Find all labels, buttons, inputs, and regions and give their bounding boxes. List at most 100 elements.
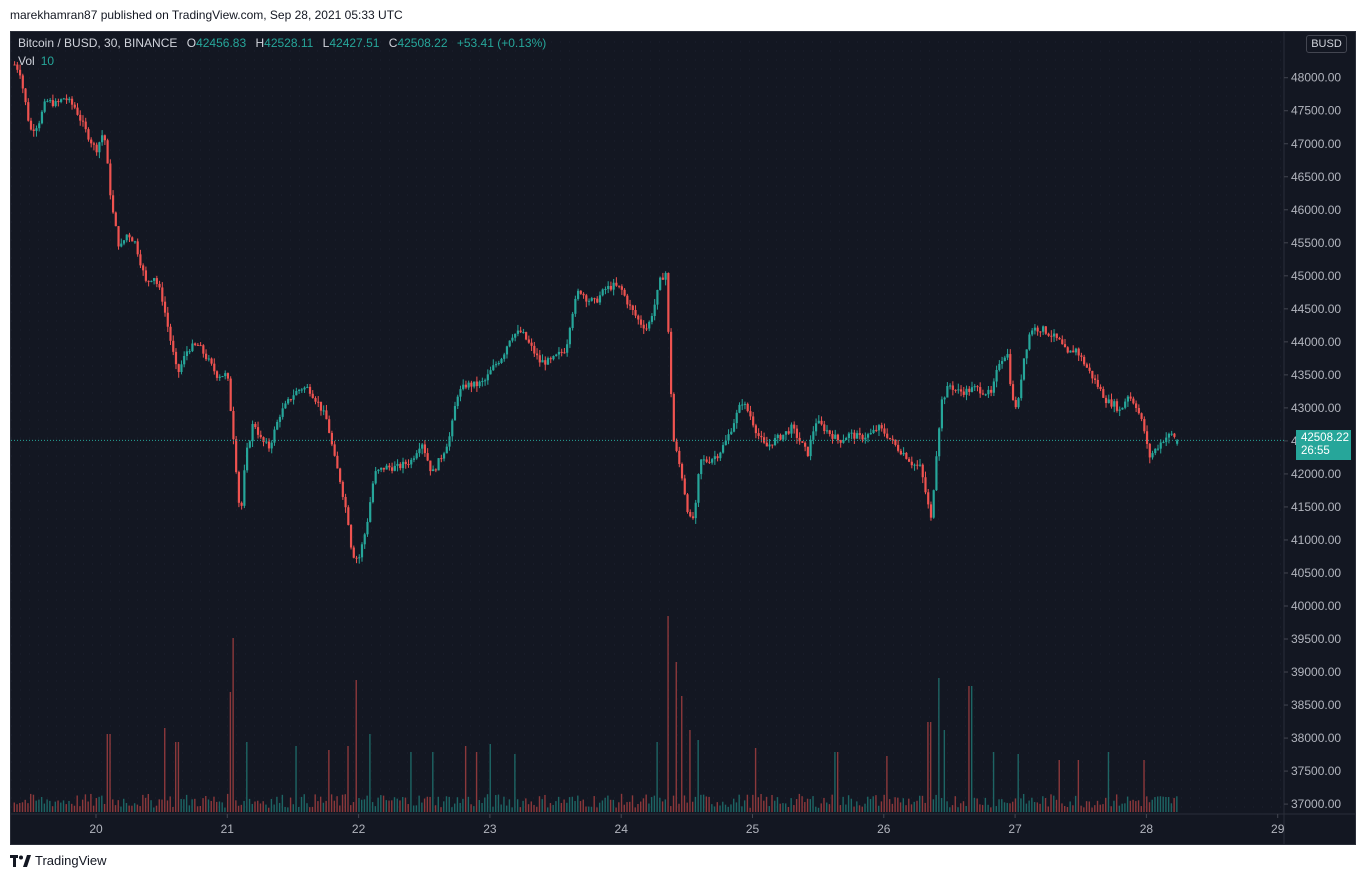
- tradingview-logo-icon[interactable]: [10, 854, 32, 867]
- candle-body: [839, 440, 842, 443]
- candle-body: [552, 355, 555, 360]
- volume-bar: [380, 795, 382, 812]
- volume-bar: [248, 798, 251, 812]
- volume-bar: [998, 799, 1000, 812]
- candle-body: [429, 460, 432, 472]
- volume-bar: [292, 804, 295, 812]
- volume-bar: [49, 800, 51, 812]
- price-tick-label: 46000.00: [1291, 203, 1341, 217]
- candle-body: [489, 370, 492, 375]
- volume-bar: [1085, 801, 1088, 812]
- candle-body: [122, 240, 126, 244]
- candle-body: [437, 458, 440, 471]
- volume-bar: [960, 803, 962, 812]
- volume-bar: [724, 804, 727, 812]
- volume-bar: [763, 800, 765, 812]
- candle-body: [757, 433, 760, 436]
- volume-bar: [1033, 802, 1036, 812]
- volume-bar: [1066, 806, 1069, 812]
- volume-bar: [588, 806, 590, 812]
- volume-bar: [1118, 805, 1121, 812]
- volume-bar: [174, 742, 177, 812]
- candle-body: [292, 395, 295, 400]
- candle-body: [888, 437, 892, 439]
- candle-body: [281, 408, 284, 417]
- volume-bar: [1055, 799, 1058, 812]
- volume-bar: [798, 793, 801, 812]
- volume-bar: [1072, 805, 1074, 812]
- volume-bar: [626, 802, 628, 812]
- candle-body: [730, 431, 733, 435]
- candle-body: [683, 478, 686, 495]
- candle-body: [711, 459, 714, 463]
- volume-bar: [21, 802, 24, 812]
- price-tick-label: 45500.00: [1291, 236, 1341, 250]
- candle-body: [1126, 396, 1130, 402]
- volume-bar: [790, 798, 792, 812]
- volume-bar: [888, 799, 891, 812]
- volume-bar: [749, 807, 751, 812]
- candle-body: [634, 309, 637, 316]
- candle-body: [43, 101, 46, 112]
- volume-bar: [1074, 795, 1077, 812]
- volume-bar: [1083, 807, 1085, 812]
- candle-body: [330, 432, 334, 445]
- volume-bar: [514, 754, 516, 812]
- volume-bar: [880, 801, 883, 812]
- volume-bar: [957, 807, 959, 812]
- volume-bar: [147, 793, 150, 812]
- candle-body: [516, 330, 520, 334]
- candle-body: [1072, 350, 1075, 353]
- volume-bar: [473, 806, 475, 812]
- volume-bar: [954, 796, 956, 812]
- candle-body: [106, 140, 109, 164]
- volume-label[interactable]: Vol: [18, 54, 35, 68]
- price-tick-label: 48000.00: [1291, 71, 1341, 85]
- volume-bar: [429, 796, 431, 812]
- candle-body: [352, 547, 355, 558]
- candle-body: [886, 433, 889, 438]
- volume-bar: [530, 801, 532, 812]
- volume-bar: [590, 806, 593, 812]
- chart-panel[interactable]: 48000.00 47500.00 47000.00 46500.00 46000.00…: [10, 31, 1356, 845]
- currency-button[interactable]: BUSD: [1306, 35, 1347, 53]
- candle-body: [784, 431, 788, 435]
- candle-body: [440, 458, 443, 460]
- candle-body: [319, 401, 323, 411]
- volume-bar: [872, 796, 874, 812]
- candle-body: [574, 298, 577, 314]
- candle-body: [650, 315, 654, 322]
- candle-body: [659, 277, 662, 290]
- candle-body: [98, 142, 101, 153]
- volume-bar: [360, 799, 363, 812]
- volume-bar: [306, 803, 308, 812]
- candlestick-chart[interactable]: 48000.00 47500.00 47000.00 46500.00 46000.00…: [11, 32, 1355, 844]
- candle-body: [798, 437, 801, 442]
- symbol-name[interactable]: Bitcoin / BUSD, 30, BINANCE: [18, 36, 178, 50]
- volume-bar: [38, 799, 40, 812]
- candle-body: [927, 492, 930, 505]
- candle-body: [95, 144, 98, 153]
- volume-bar: [350, 805, 352, 812]
- volume-bar: [908, 798, 910, 812]
- candle-body: [251, 424, 254, 442]
- candle-body: [916, 464, 919, 466]
- volume-bar: [196, 806, 199, 812]
- volume-bar: [202, 798, 204, 812]
- candle-body: [166, 312, 169, 327]
- high-label: H: [255, 36, 265, 50]
- candle-body: [204, 353, 208, 360]
- candle-body: [1173, 433, 1176, 437]
- volume-bar: [847, 795, 850, 812]
- candle-body: [451, 420, 454, 437]
- volume-bar: [1061, 803, 1063, 812]
- brand-name[interactable]: TradingView: [35, 853, 107, 868]
- volume-bar: [705, 796, 708, 812]
- volume-bar: [434, 805, 437, 812]
- volume-bar: [224, 807, 226, 812]
- volume-bar: [574, 800, 576, 812]
- volume-bar: [188, 805, 191, 812]
- volume-bar: [259, 803, 262, 812]
- volume-bar: [46, 799, 48, 812]
- candle-body: [508, 340, 511, 347]
